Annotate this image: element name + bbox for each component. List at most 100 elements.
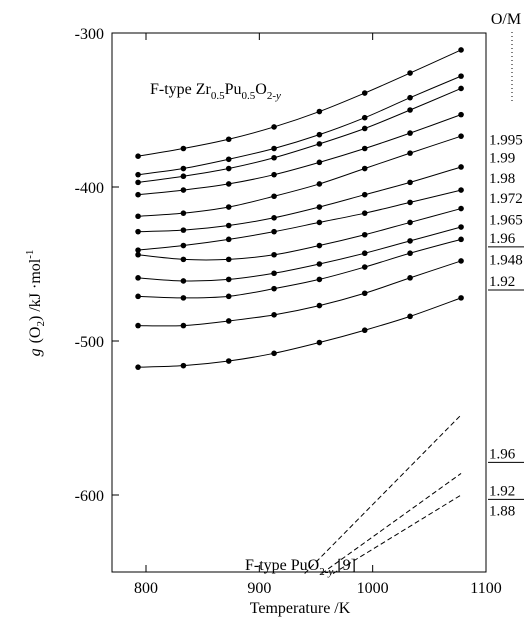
data-point xyxy=(316,242,323,249)
data-point xyxy=(361,165,368,172)
data-point xyxy=(225,318,232,324)
data-point xyxy=(180,242,187,249)
data-point xyxy=(407,179,413,186)
data-point xyxy=(458,295,464,301)
data-point xyxy=(180,295,187,301)
data-point xyxy=(135,293,141,300)
data-point xyxy=(407,313,413,320)
data-series xyxy=(135,47,464,370)
data-point xyxy=(458,164,464,170)
data-point xyxy=(180,256,187,263)
data-point xyxy=(361,231,368,238)
reference-lines xyxy=(304,414,462,574)
series-line xyxy=(138,297,462,368)
om-label: 1.995 xyxy=(489,132,523,148)
data-point xyxy=(361,250,368,257)
data-point xyxy=(180,210,187,216)
data-point xyxy=(271,270,277,277)
data-point xyxy=(458,258,464,264)
data-point xyxy=(180,173,187,180)
data-point xyxy=(135,322,141,329)
series-line xyxy=(138,226,462,282)
om-labels: 1.995 1.99 1.98 1.972 1.965 1.96 1.948 1.92 1.96… xyxy=(488,132,524,519)
data-point xyxy=(407,250,413,257)
axis-ticks: 800 900 1000 1100 -300 -400 -500 -600 xyxy=(75,26,502,597)
data-point xyxy=(225,204,232,210)
data-point xyxy=(225,156,232,163)
data-point xyxy=(225,276,232,283)
y-tick-label: -500 xyxy=(75,334,104,351)
data-point xyxy=(316,261,323,267)
data-point xyxy=(271,215,277,221)
data-point xyxy=(316,276,323,283)
data-point xyxy=(316,131,323,138)
data-point xyxy=(271,154,277,161)
data-point xyxy=(135,213,141,220)
data-point xyxy=(407,199,413,206)
data-point xyxy=(458,187,464,193)
data-point xyxy=(458,85,464,92)
data-point xyxy=(225,358,232,364)
series-line xyxy=(138,135,462,217)
data-point xyxy=(316,302,323,309)
data-point xyxy=(225,165,232,172)
data-point xyxy=(407,150,413,156)
data-point xyxy=(135,191,141,198)
data-point xyxy=(180,187,187,193)
x-tick-label: 900 xyxy=(247,580,271,597)
data-point xyxy=(135,247,141,253)
om-label: 1.99 xyxy=(489,151,515,167)
data-point xyxy=(458,47,464,53)
x-axis-title: Temperature /K xyxy=(250,600,351,617)
series-line xyxy=(138,238,462,299)
data-point xyxy=(135,364,141,370)
data-point xyxy=(135,251,141,258)
data-point xyxy=(271,171,277,178)
data-point xyxy=(271,350,277,357)
series-line xyxy=(137,87,462,183)
data-point xyxy=(361,327,368,334)
reference-line xyxy=(332,494,462,574)
data-point xyxy=(225,293,232,300)
data-point xyxy=(180,227,187,233)
data-point xyxy=(407,130,413,136)
series-line xyxy=(137,49,462,157)
om-label: 1.88 xyxy=(489,503,515,519)
data-point xyxy=(407,275,413,281)
data-point xyxy=(407,107,413,113)
data-point xyxy=(316,141,323,147)
data-point xyxy=(361,145,368,152)
data-point xyxy=(271,285,277,292)
series-line xyxy=(138,166,462,233)
data-point xyxy=(361,114,368,121)
om-label: 1.96 xyxy=(489,231,516,247)
reference-line xyxy=(304,414,462,574)
data-point xyxy=(225,136,232,143)
plot-frame xyxy=(111,32,487,573)
om-label: 1.92 xyxy=(489,274,515,290)
data-point xyxy=(180,165,187,172)
series-line xyxy=(138,208,462,261)
data-point xyxy=(316,219,323,226)
data-point xyxy=(271,228,277,235)
data-point xyxy=(271,193,277,200)
series-line xyxy=(138,260,462,327)
data-point xyxy=(458,224,464,230)
om-label: 1.972 xyxy=(489,191,523,207)
data-point xyxy=(407,94,413,101)
om-header: O/M xyxy=(491,11,521,28)
series-line xyxy=(138,114,462,196)
data-point xyxy=(458,205,464,212)
om-label: 1.96 xyxy=(489,446,516,462)
data-point xyxy=(458,133,464,139)
data-point xyxy=(458,236,464,243)
data-point xyxy=(180,322,187,329)
x-tick-label: 800 xyxy=(134,580,158,597)
data-point xyxy=(316,204,323,210)
data-point xyxy=(271,124,277,130)
om-label: 1.948 xyxy=(489,252,523,268)
data-point xyxy=(361,90,368,96)
om-label: 1.92 xyxy=(489,483,515,499)
data-point xyxy=(225,181,232,187)
